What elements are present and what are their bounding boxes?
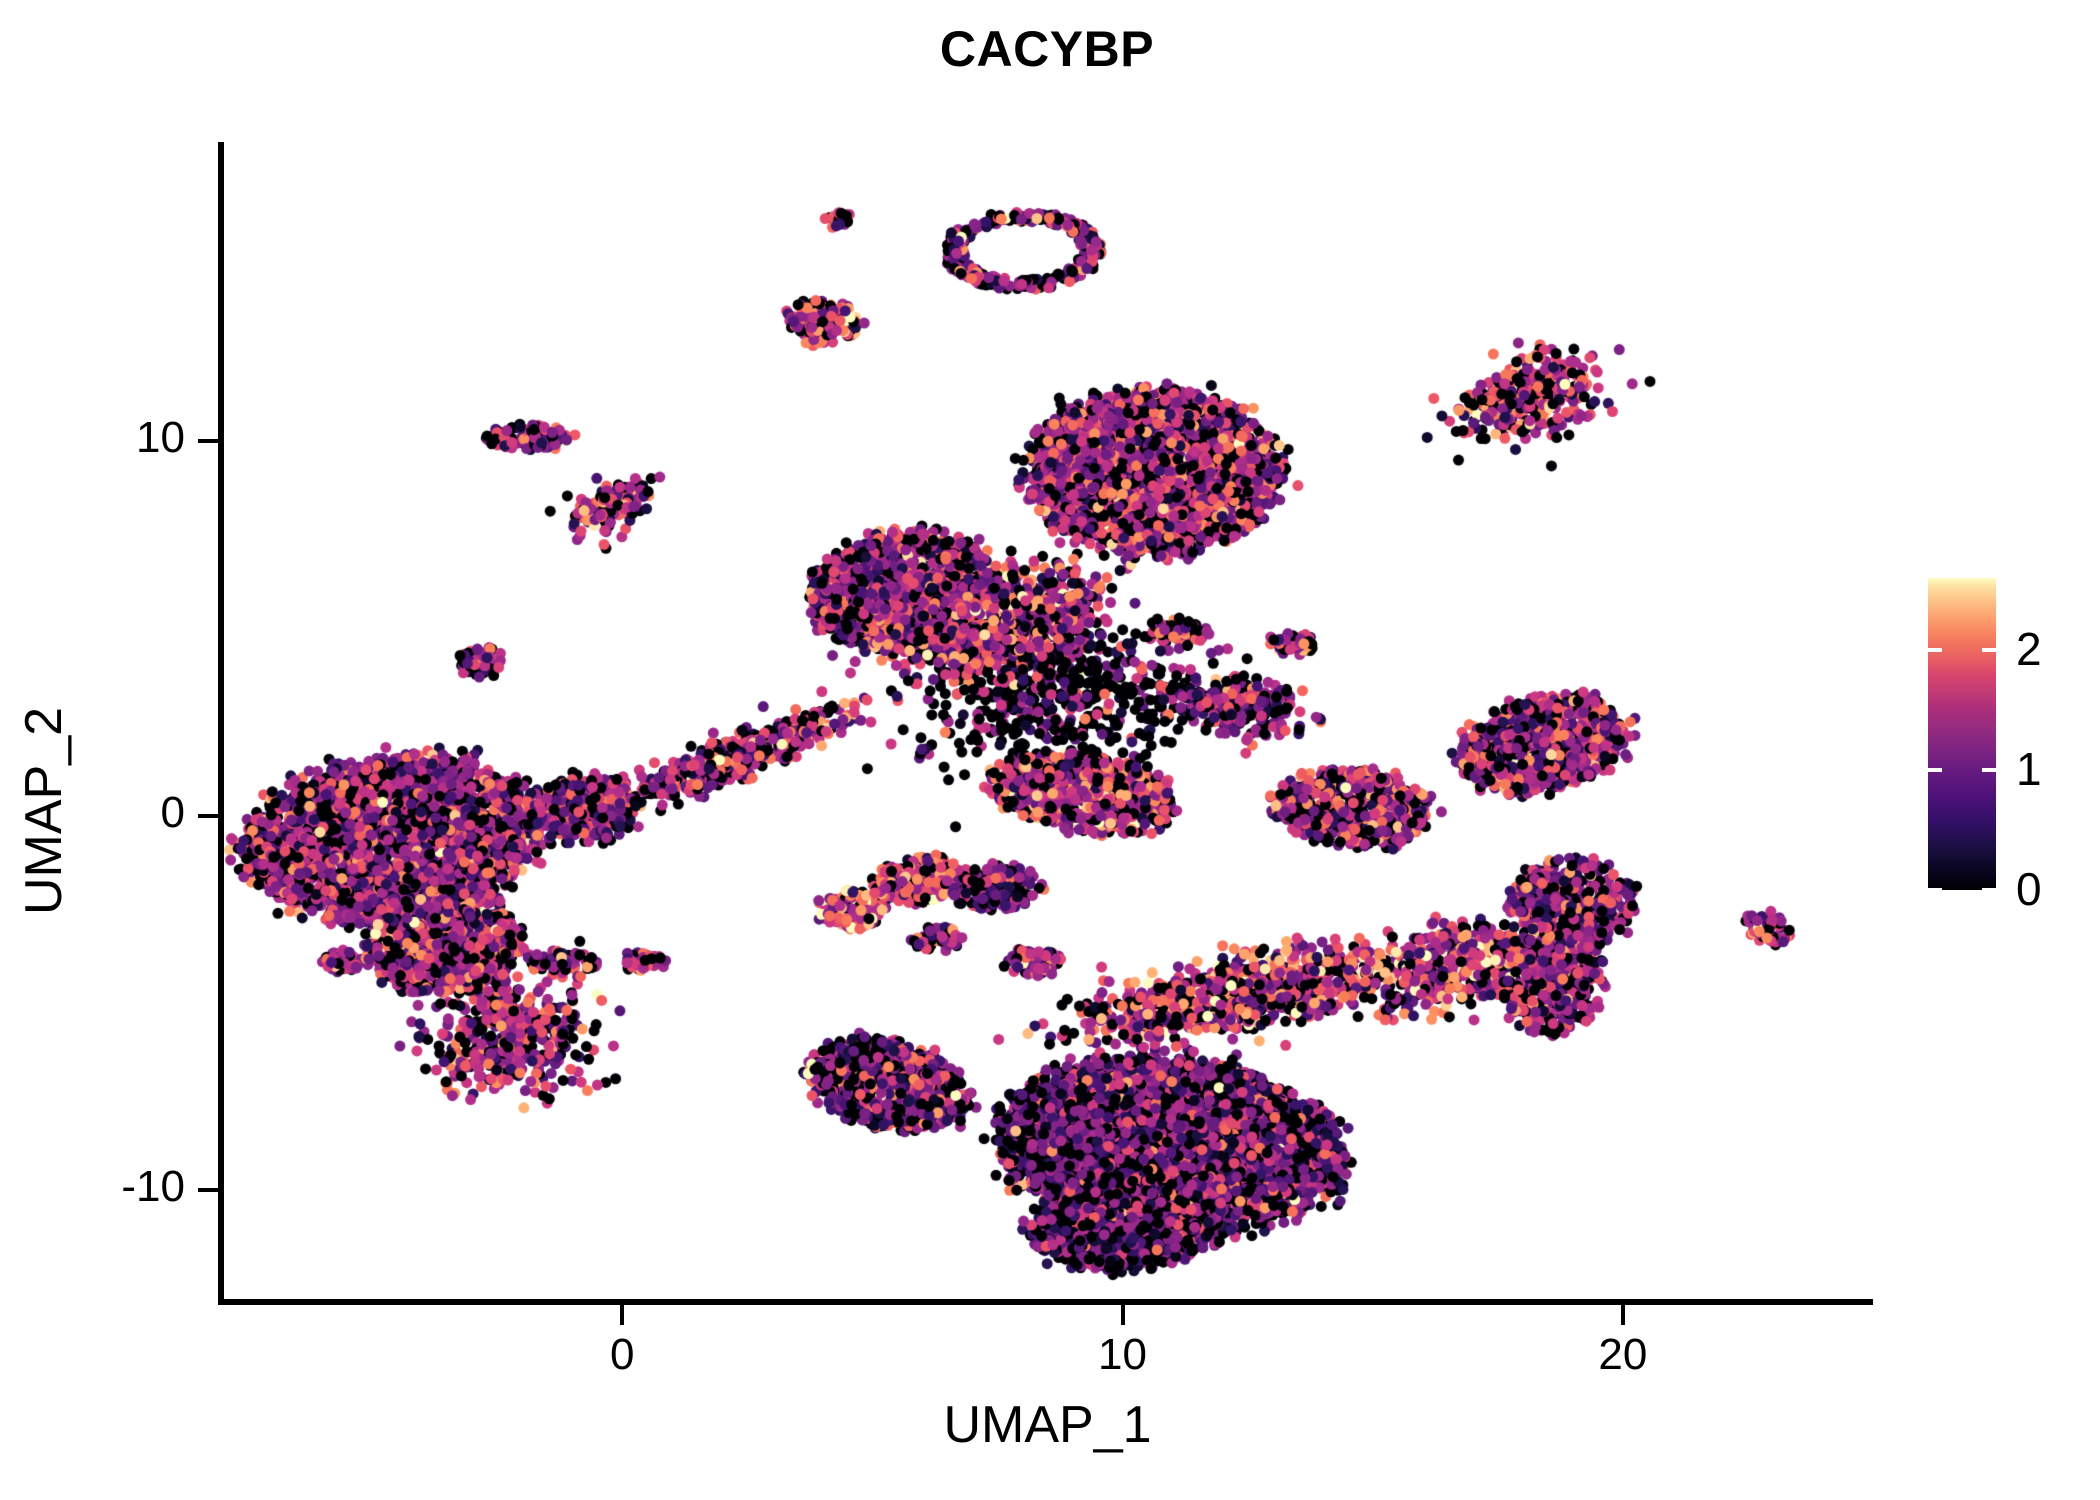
- colorbar-tick-label: 2: [2016, 623, 2042, 675]
- x-axis-title: UMAP_1: [943, 1396, 1152, 1454]
- colorbar-tick-label: 0: [2016, 863, 2042, 915]
- x-tick-label: 10: [1098, 1330, 1147, 1379]
- y-tick-label: -10: [121, 1161, 185, 1211]
- x-tick-mark: [620, 1305, 625, 1325]
- colorbar-tick-mark: [1928, 648, 1942, 652]
- x-tick-label: 0: [609, 1330, 635, 1379]
- colorbar-tick-mark: [1928, 768, 1942, 772]
- colorbar-gradient-fill: [1928, 578, 1996, 890]
- y-tick-mark: [198, 813, 218, 818]
- colorbar-tick-mark: [1928, 888, 1942, 892]
- y-tick-label: 0: [160, 787, 185, 837]
- plot-title-text: CACYBP: [939, 21, 1155, 77]
- colorbar-tick-label: 1: [2016, 743, 2042, 795]
- umap-scatter-canvas: [222, 142, 1873, 1302]
- colorbar-tick-mark: [1982, 888, 1996, 892]
- y-axis-title: UMAP_2: [15, 706, 73, 916]
- y-tick-mark: [198, 1187, 218, 1192]
- x-tick-label: 20: [1598, 1330, 1648, 1379]
- colorbar-tick-mark: [1982, 648, 1996, 652]
- x-tick-mark: [1620, 1305, 1625, 1325]
- x-tick-mark: [1120, 1305, 1125, 1325]
- page-title: CACYBP: [0, 20, 2100, 78]
- plot-panel: [222, 142, 1873, 1302]
- y-axis-line: [218, 142, 224, 1305]
- colorbar-tick-mark: [1982, 768, 1996, 772]
- x-axis-line: [218, 1299, 1873, 1305]
- colorbar-legend: 2 1 0: [1928, 578, 2042, 912]
- y-tick-mark: [198, 439, 218, 444]
- colorbar-gradient: [1928, 578, 1996, 892]
- y-tick-label: 10: [136, 413, 185, 463]
